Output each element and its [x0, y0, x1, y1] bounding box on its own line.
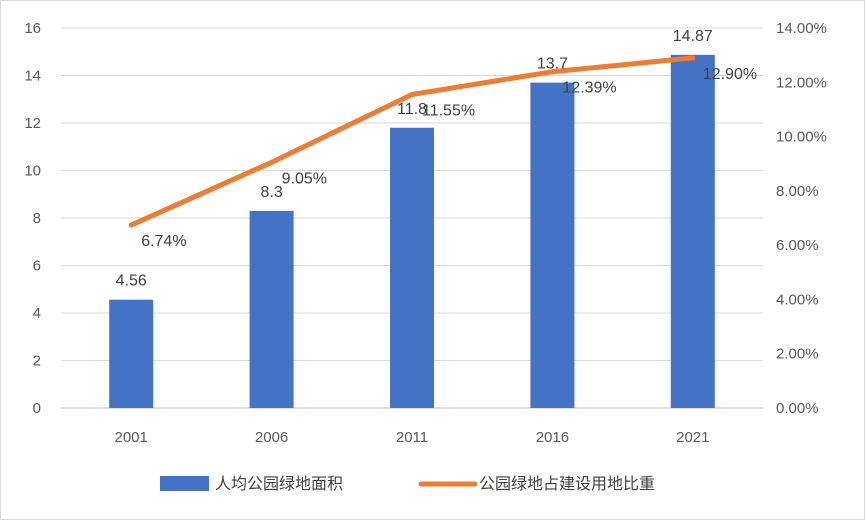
x-tick-label: 2011 [396, 429, 428, 446]
legend-swatch-bar [160, 476, 209, 491]
bar [109, 300, 153, 408]
legend: 人均公园绿地面积 公园绿地占建设用地比重 [160, 474, 655, 493]
x-tick-label: 2006 [255, 429, 288, 446]
left-tick-label: 4 [33, 305, 41, 322]
right-tick-label: 2.00% [776, 346, 819, 363]
bar [530, 83, 574, 408]
right-tick-label: 6.00% [776, 237, 819, 254]
right-axis-ticks: 0.00% 2.00% 4.00% 6.00% 8.00% 10.00% 12.00% 14.… [776, 20, 827, 417]
bar-data-label: 13.7 [537, 56, 568, 73]
x-tick-label: 2001 [115, 429, 148, 446]
left-axis-ticks: 0 2 4 6 8 10 12 14 16 [24, 20, 41, 417]
right-tick-label: 10.00% [776, 129, 827, 146]
right-tick-label: 4.00% [776, 291, 819, 308]
left-tick-label: 2 [33, 353, 41, 370]
line-data-labels: 6.74% 9.05% 11.55% 12.39% 12.90% [141, 66, 757, 250]
left-tick-label: 10 [24, 163, 41, 180]
right-tick-label: 12.00% [776, 74, 827, 91]
x-axis-ticks: 2001 2006 2011 2016 2021 [115, 429, 710, 446]
legend-label-bar: 人均公园绿地面积 [215, 474, 343, 493]
right-tick-label: 8.00% [776, 183, 819, 200]
bar-data-label: 4.56 [116, 273, 147, 290]
left-tick-label: 14 [24, 68, 41, 85]
right-tick-label: 0.00% [776, 400, 819, 417]
left-tick-label: 16 [24, 20, 41, 37]
left-tick-label: 12 [24, 115, 41, 132]
left-tick-label: 6 [33, 258, 41, 275]
line-data-label: 12.90% [703, 66, 757, 83]
bar [390, 128, 434, 408]
line-data-label: 11.55% [422, 103, 475, 120]
left-tick-label: 8 [33, 210, 41, 227]
bar-data-label: 8.3 [260, 184, 282, 201]
x-tick-label: 2016 [536, 429, 569, 446]
bar [250, 211, 294, 408]
line-data-label: 9.05% [282, 170, 327, 187]
bar [671, 55, 715, 408]
left-tick-label: 0 [33, 400, 41, 417]
legend-label-line: 公园绿地占建设用地比重 [479, 474, 655, 493]
bar-data-label: 14.87 [673, 28, 713, 45]
right-tick-label: 14.00% [776, 20, 827, 37]
line-data-label: 12.39% [562, 80, 616, 97]
line-data-label: 6.74% [141, 233, 186, 250]
x-tick-label: 2021 [676, 429, 709, 446]
